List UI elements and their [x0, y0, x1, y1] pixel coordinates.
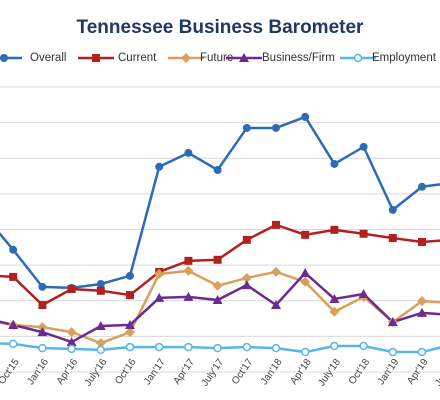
data-point [66, 327, 77, 338]
legend-marker [239, 53, 249, 62]
legend-label: Employment [372, 52, 437, 64]
data-point [154, 342, 164, 352]
legend-label: Future [200, 52, 233, 64]
series-line [0, 269, 440, 345]
data-point [300, 347, 310, 357]
data-point [330, 225, 339, 234]
data-point [271, 300, 281, 310]
legend-marker [181, 53, 191, 63]
data-point [387, 317, 398, 327]
legend-marker [0, 54, 8, 62]
data-point [8, 319, 19, 329]
data-point [154, 292, 165, 302]
data-point [301, 230, 310, 239]
data-point [184, 342, 193, 352]
data-point [9, 272, 18, 281]
data-point [213, 166, 222, 175]
data-point [271, 343, 281, 353]
data-point [242, 235, 251, 244]
data-point [184, 256, 193, 265]
data-point [329, 306, 340, 317]
chart-title: Tennessee Business Barometer [77, 17, 364, 38]
legend-label: Overall [30, 52, 66, 64]
data-point [241, 272, 252, 283]
data-point [272, 220, 280, 229]
legend-marker [92, 54, 100, 62]
data-point [125, 327, 135, 338]
data-point [95, 321, 106, 331]
data-point [66, 337, 77, 347]
data-point [272, 123, 280, 132]
data-point [125, 342, 135, 352]
data-point [300, 267, 311, 277]
data-point [242, 123, 251, 132]
data-point [96, 286, 105, 295]
x-tick-label: July'18 [316, 357, 343, 389]
data-point [37, 327, 48, 337]
legend-label: Business/Firm [262, 52, 335, 64]
data-point [9, 245, 18, 254]
data-point [359, 142, 368, 151]
data-point [183, 291, 194, 301]
data-point [38, 301, 47, 310]
data-point [212, 280, 223, 291]
data-point [8, 339, 18, 349]
data-point [67, 344, 76, 354]
data-point [126, 271, 134, 280]
data-point [418, 237, 426, 246]
data-point [212, 295, 223, 305]
data-point [125, 319, 135, 329]
data-point [388, 205, 397, 214]
data-point [418, 182, 426, 191]
x-tick-label: July'17 [200, 357, 227, 389]
data-point [271, 266, 281, 277]
data-point [300, 276, 311, 287]
data-point [242, 342, 252, 352]
data-point [154, 269, 165, 280]
data-point [388, 234, 397, 243]
data-point [155, 162, 164, 171]
data-point [358, 288, 369, 298]
data-point [183, 265, 194, 276]
legend-label: Current [118, 52, 157, 64]
data-point [330, 159, 339, 168]
data-point [213, 255, 222, 264]
data-point [359, 229, 368, 238]
data-point [329, 293, 340, 303]
data-point [241, 280, 252, 290]
legend-marker [353, 53, 363, 63]
data-point [417, 296, 427, 307]
data-point [417, 307, 427, 317]
data-point [96, 345, 106, 355]
data-point [184, 148, 193, 157]
data-point [359, 341, 368, 351]
data-point [67, 284, 76, 293]
data-point [126, 291, 134, 300]
data-point [330, 341, 339, 351]
data-point [388, 347, 398, 357]
data-point [96, 280, 105, 289]
data-point [213, 343, 222, 353]
data-point [301, 112, 310, 121]
x-tick-label: July'16 [83, 357, 110, 389]
data-point [38, 282, 47, 291]
x-tick-label: July'19 [433, 357, 440, 389]
data-point [38, 343, 47, 353]
data-point [95, 338, 106, 349]
data-point [417, 347, 427, 357]
